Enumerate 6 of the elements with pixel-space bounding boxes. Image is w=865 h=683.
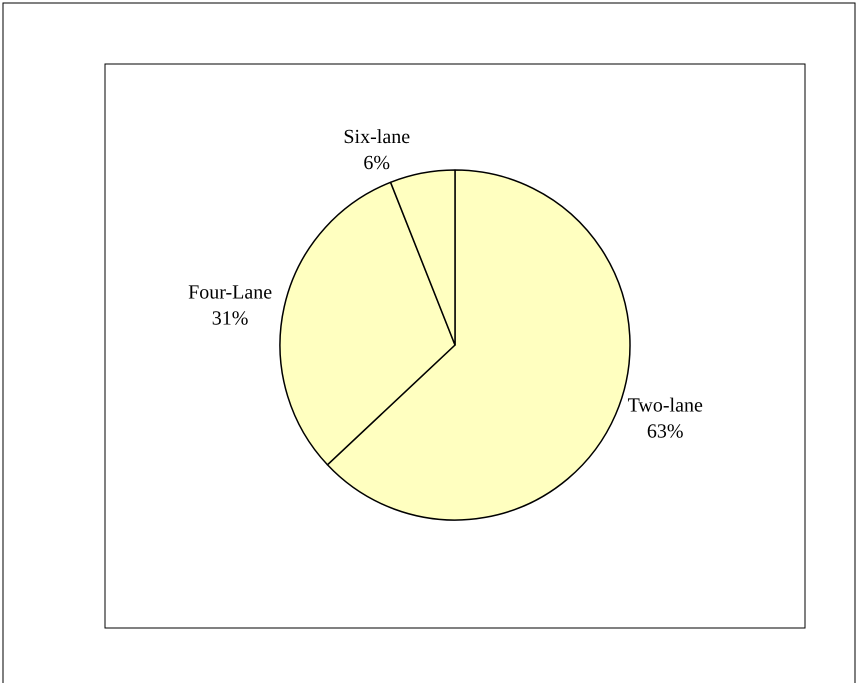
data-label: 63% [646,420,684,442]
data-label: 6% [363,152,390,174]
slice-label: Six-lane [343,126,410,148]
slice-label: Four-Lane [188,282,272,304]
data-label: 31% [212,308,248,330]
slice-label: Two-lane [628,394,703,416]
